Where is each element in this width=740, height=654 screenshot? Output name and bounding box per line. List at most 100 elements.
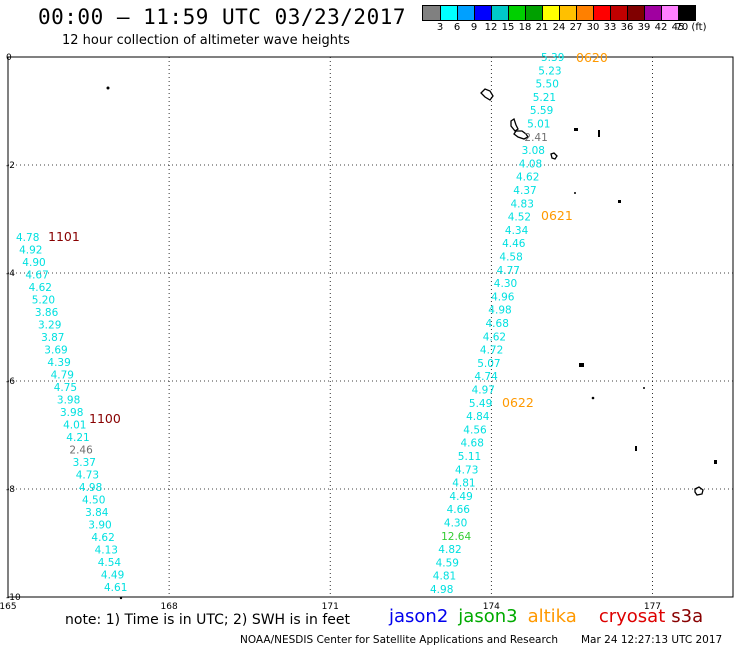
pass-labels: 0620 0621 0622 1101 1100 bbox=[48, 50, 608, 426]
island-shape bbox=[694, 486, 704, 496]
wave-height-value: 3.86 bbox=[35, 307, 59, 319]
colorbar-label: 30 bbox=[586, 22, 600, 33]
wave-height-value: 4.59 bbox=[436, 557, 459, 569]
wave-height-value: 4.90 bbox=[22, 257, 45, 269]
legend-jason3: jason3 bbox=[458, 606, 518, 627]
wave-height-value: 4.46 bbox=[502, 238, 526, 250]
wave-height-value: 3.37 bbox=[73, 457, 96, 469]
wave-height-value: 5.21 bbox=[533, 92, 556, 104]
wave-height-value: 4.01 bbox=[63, 420, 86, 432]
colorbar-swatch bbox=[559, 6, 576, 20]
colorbar-swatches bbox=[422, 5, 696, 21]
wave-height-value: 4.84 bbox=[466, 411, 490, 423]
colorbar-swatch bbox=[423, 6, 440, 20]
wave-height-value: 4.73 bbox=[455, 464, 478, 476]
colorbar-swatch bbox=[542, 6, 559, 20]
island-dot bbox=[635, 446, 637, 451]
wave-height-value: 4.34 bbox=[505, 225, 529, 237]
pass-time-label: 0620 bbox=[576, 50, 608, 65]
wave-height-value: 4.81 bbox=[452, 478, 475, 490]
wave-height-value: 4.75 bbox=[54, 382, 77, 394]
island-dot bbox=[574, 192, 576, 194]
y-tick-label: -6 bbox=[6, 377, 15, 387]
wave-height-value: 3.08 bbox=[522, 145, 545, 157]
colorbar-swatch bbox=[525, 6, 542, 20]
wave-height-value: 4.74 bbox=[474, 371, 498, 383]
island-dot bbox=[574, 128, 578, 131]
colorbar-label: 27 bbox=[569, 22, 583, 33]
wave-height-value: 4.56 bbox=[463, 424, 487, 436]
colorbar-swatch bbox=[440, 6, 457, 20]
colorbar-swatch bbox=[610, 6, 627, 20]
colorbar-label: 42 bbox=[654, 22, 668, 33]
wave-height-value: 4.98 bbox=[488, 305, 511, 317]
wave-height-value: 4.21 bbox=[66, 432, 89, 444]
wave-height-value: 4.61 bbox=[104, 582, 127, 594]
colorbar-label: 39 bbox=[637, 22, 651, 33]
island-dot bbox=[598, 130, 600, 137]
wave-height-value: 4.62 bbox=[91, 532, 114, 544]
x-tick-label: 174 bbox=[483, 602, 500, 612]
wave-height-value: 4.81 bbox=[433, 571, 456, 583]
pass-time-label: 1100 bbox=[89, 411, 121, 426]
colorbar-label: 33 bbox=[603, 22, 617, 33]
colorbar-legend: 3 6 9 12 15 18 21 24 27 30 33 36 39 42 45 70 (ft) bbox=[422, 5, 706, 33]
colorbar-swatch bbox=[644, 6, 661, 20]
wave-height-value: 3.87 bbox=[41, 332, 64, 344]
x-tick-label: 171 bbox=[322, 602, 339, 612]
y-tick-label: -2 bbox=[6, 161, 15, 171]
island-dot bbox=[119, 596, 123, 600]
satellite-legend: jason2 jason3 altika cryosat s3a bbox=[389, 606, 703, 627]
wave-height-value: 5.39 bbox=[541, 52, 564, 64]
island-shape bbox=[480, 88, 494, 101]
colorbar-label: 15 bbox=[501, 22, 515, 33]
y-tick-label: -8 bbox=[6, 485, 15, 495]
altimeter-tracks: 4.784.924.904.674.625.203.863.293.873.69… bbox=[16, 52, 564, 596]
wave-height-value: 2.46 bbox=[69, 445, 93, 457]
wave-height-value: 5.50 bbox=[536, 79, 559, 91]
island-dot bbox=[579, 363, 584, 367]
wave-height-value: 4.39 bbox=[47, 357, 70, 369]
x-tick-label: 177 bbox=[644, 602, 661, 612]
colorbar-swatch bbox=[593, 6, 610, 20]
island-shape bbox=[513, 130, 529, 140]
wave-height-value: 3.69 bbox=[44, 345, 67, 357]
wave-height-value: 4.50 bbox=[82, 495, 105, 507]
colorbar-label: 24 bbox=[552, 22, 566, 33]
colorbar-swatch bbox=[661, 6, 678, 20]
y-tick-label: -10 bbox=[6, 593, 21, 603]
wave-height-value: 4.82 bbox=[438, 544, 461, 556]
wave-height-value: 3.84 bbox=[85, 507, 109, 519]
colorbar-label: 3 bbox=[436, 22, 444, 33]
island-shape bbox=[510, 117, 519, 132]
colorbar-swatch bbox=[491, 6, 508, 20]
wave-height-value: 5.23 bbox=[538, 65, 561, 77]
graticule bbox=[7, 56, 734, 598]
wave-height-value: 5.07 bbox=[477, 358, 500, 370]
legend-s3a: s3a bbox=[671, 606, 704, 627]
wave-height-value: 4.68 bbox=[486, 318, 509, 330]
wave-height-value: 4.72 bbox=[480, 345, 503, 357]
pass-time-label: 0621 bbox=[541, 208, 573, 223]
colorbar-swatch bbox=[474, 6, 491, 20]
colorbar-swatch bbox=[508, 6, 525, 20]
wave-height-value: 4.67 bbox=[25, 270, 48, 282]
wave-height-value: 4.13 bbox=[95, 545, 118, 557]
wave-height-value: 4.96 bbox=[491, 291, 515, 303]
map-frame bbox=[7, 56, 734, 598]
colorbar-swatch bbox=[678, 6, 695, 20]
colorbar-swatch bbox=[627, 6, 644, 20]
colorbar-label: 70 (ft) bbox=[675, 22, 707, 33]
wave-height-value: 4.68 bbox=[461, 438, 484, 450]
colorbar-swatch bbox=[457, 6, 474, 20]
wave-height-value: 4.49 bbox=[101, 570, 124, 582]
wave-height-value: 4.83 bbox=[511, 198, 534, 210]
wave-height-value: 4.98 bbox=[79, 482, 102, 494]
wave-height-value: 3.98 bbox=[60, 407, 83, 419]
wave-height-value: 4.52 bbox=[508, 212, 531, 224]
colorbar-label: 6 bbox=[453, 22, 461, 33]
wave-height-value: 4.66 bbox=[447, 504, 471, 516]
y-tick-label: 0 bbox=[6, 53, 12, 63]
